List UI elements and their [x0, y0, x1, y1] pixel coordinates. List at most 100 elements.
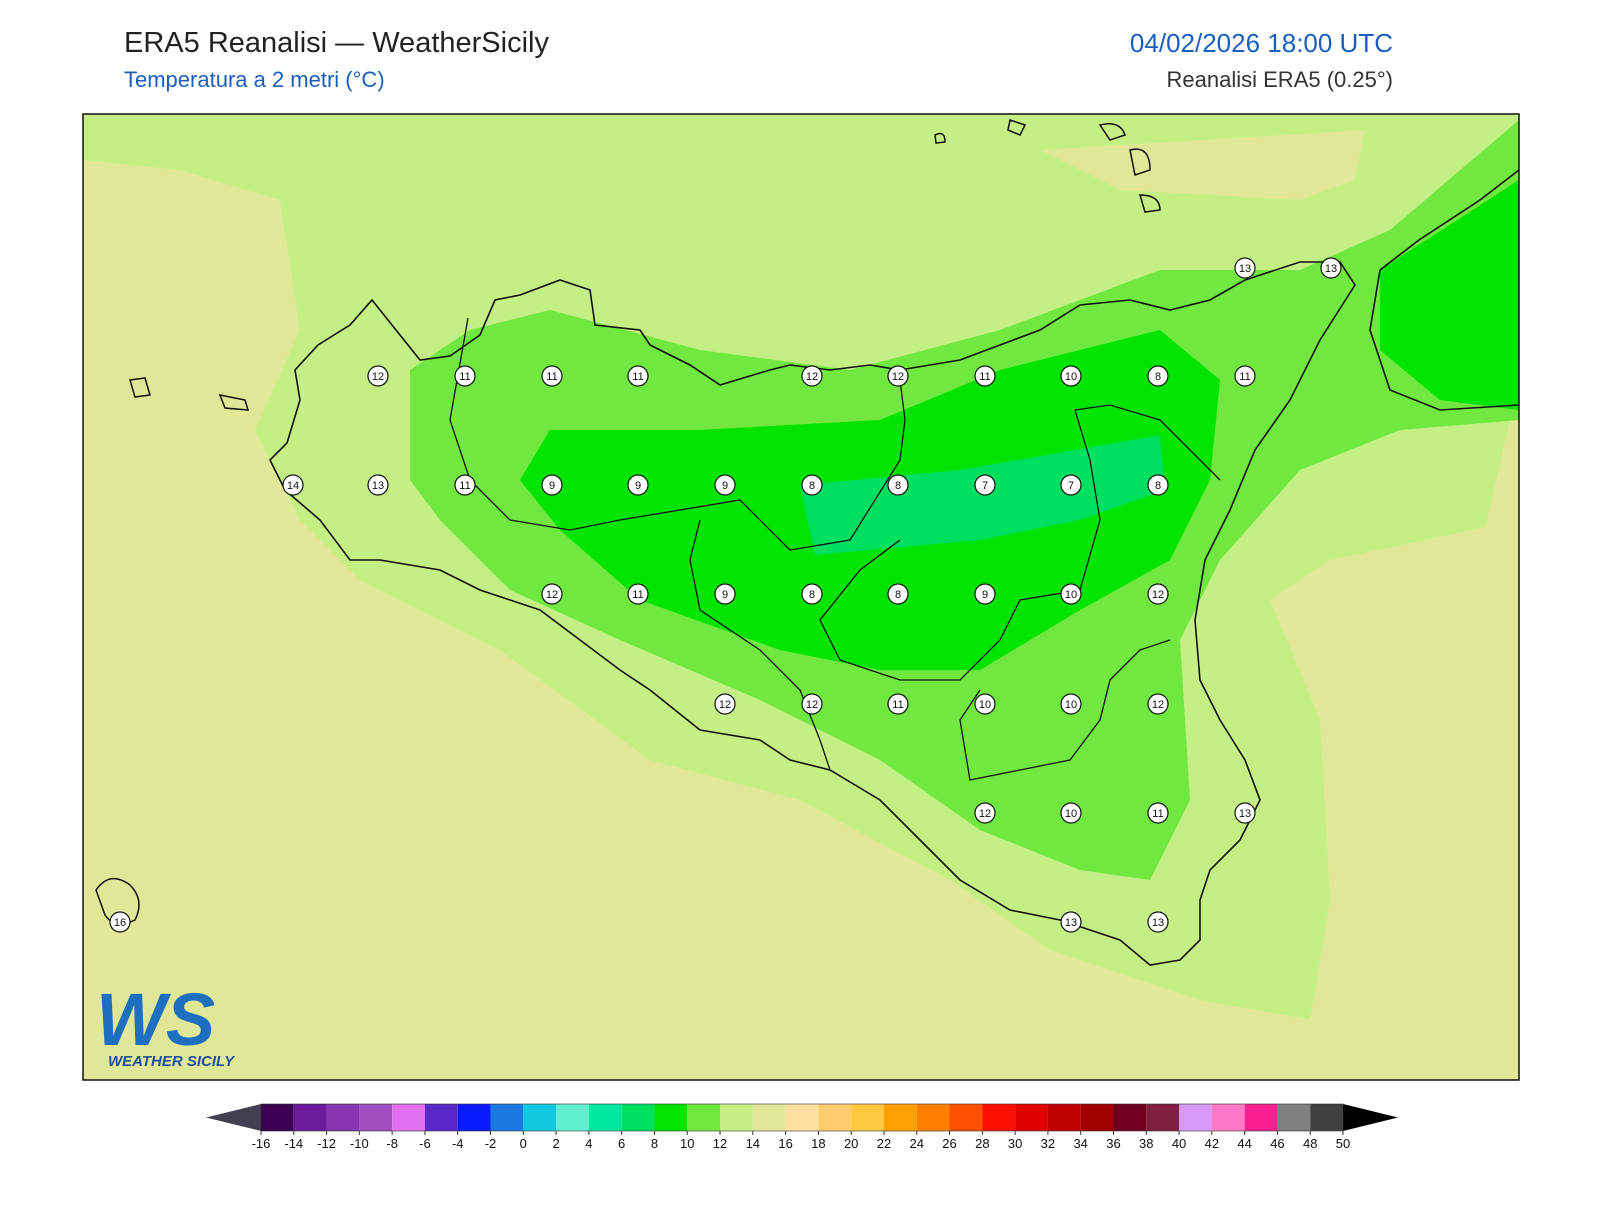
colorbar-segment [359, 1104, 393, 1131]
colorbar-segment [818, 1104, 852, 1131]
colorbar-segment [457, 1104, 491, 1131]
point-marker [1147, 911, 1169, 933]
colorbar-tick-label: 38 [1139, 1136, 1153, 1151]
colorbar-tick-label: 20 [844, 1136, 858, 1151]
temperature-point: 11 [887, 693, 909, 715]
colorbar-segment [1113, 1104, 1147, 1131]
colorbar-tick-label: 4 [585, 1136, 592, 1151]
point-marker [1060, 583, 1082, 605]
temperature-point: 7 [1060, 474, 1082, 496]
temperature-point: 11 [1234, 365, 1256, 387]
point-marker [627, 474, 649, 496]
point-label: 8 [809, 589, 815, 601]
point-marker [714, 693, 736, 715]
temperature-point: 7 [974, 474, 996, 496]
temperature-point: 13 [1147, 911, 1169, 933]
point-label: 11 [459, 371, 470, 383]
point-label: 12 [979, 808, 991, 820]
temperature-point: 8 [801, 474, 823, 496]
colorbar-segment [752, 1104, 786, 1131]
colorbar: -16 -14 -12 -10 -8 -6 -4 -2 0 2 4 6 8 10 12 14 16 18 20 22 2… [206, 1103, 1398, 1151]
point-label: 14 [287, 480, 299, 492]
point-label: 11 [459, 480, 470, 492]
point-marker [714, 583, 736, 605]
point-marker [1060, 365, 1082, 387]
point-marker [627, 365, 649, 387]
temperature-point: 10 [974, 693, 996, 715]
temperature-point: 12 [1147, 693, 1169, 715]
colorbar-segment [687, 1104, 721, 1131]
temperature-point: 9 [541, 474, 563, 496]
logo-mark: WS [96, 978, 215, 1061]
point-layer: 12 11 11 11 12 12 11 10 8 11 14 13 11 9 9 9 8 8 7 7 8 12 11 9 8 8… [109, 257, 1342, 933]
island [95, 119, 1161, 925]
colorbar-tick-label: 8 [651, 1136, 658, 1151]
point-marker [1060, 911, 1082, 933]
point-marker [974, 583, 996, 605]
point-label: 12 [892, 371, 904, 383]
temperature-point: 12 [541, 583, 563, 605]
point-label: 8 [895, 589, 901, 601]
colorbar-segment [949, 1104, 983, 1131]
point-marker [454, 474, 476, 496]
temperature-point: 10 [1060, 365, 1082, 387]
point-label: 11 [632, 371, 643, 383]
temperature-point: 9 [714, 583, 736, 605]
logo-text: WEATHER SICILY [108, 1053, 236, 1070]
temperature-point: 12 [887, 365, 909, 387]
point-label: 13 [1065, 917, 1077, 929]
colorbar-tick-label: 2 [552, 1136, 559, 1151]
colorbar-segment [1015, 1104, 1048, 1131]
point-label: 9 [722, 589, 728, 601]
colorbar-tick-label: -2 [485, 1136, 497, 1151]
temperature-point: 8 [1147, 474, 1169, 496]
point-label: 13 [1239, 263, 1251, 275]
logo: WS WEATHER SICILY [96, 978, 236, 1070]
point-label: 9 [982, 589, 988, 601]
colorbar-tick-label: 12 [713, 1136, 727, 1151]
colorbar-segment [883, 1104, 917, 1131]
colorbar-tick-label: 36 [1106, 1136, 1120, 1151]
colorbar-tick-label: 34 [1073, 1136, 1087, 1151]
point-label: 13 [372, 480, 384, 492]
colorbar-segment [556, 1104, 589, 1131]
temperature-point: 9 [627, 474, 649, 496]
map-frame [82, 113, 1520, 1081]
datetime: 04/02/2026 18:00 UTC [1130, 28, 1393, 58]
colorbar-segment [588, 1104, 622, 1131]
point-label: 11 [632, 589, 643, 601]
temperature-point: 13 [1060, 911, 1082, 933]
temperature-point: 11 [627, 365, 649, 387]
temperature-point: 12 [367, 365, 389, 387]
temperature-point: 12 [1147, 583, 1169, 605]
colorbar-segment [982, 1104, 1016, 1131]
subtitle: Temperatura a 2 metri (°C) [124, 67, 385, 92]
point-marker [1234, 365, 1256, 387]
colorbar-tick-label: -14 [284, 1136, 303, 1151]
point-label: 9 [635, 480, 641, 492]
point-marker [367, 474, 389, 496]
field-14-16 [1270, 520, 1519, 1080]
point-label: 13 [1152, 917, 1164, 929]
temperature-point: 11 [1147, 802, 1169, 824]
map-area [83, 114, 1519, 1080]
point-marker [974, 802, 996, 824]
point-marker [1147, 474, 1169, 496]
colorbar-segment [293, 1104, 327, 1131]
colorbar-segment [785, 1104, 819, 1131]
point-label: 7 [1068, 480, 1074, 492]
point-label: 10 [979, 699, 991, 711]
point-marker [887, 365, 909, 387]
temperature-point: 13 [1234, 257, 1256, 279]
temperature-point: 10 [1060, 583, 1082, 605]
coastline [1369, 169, 1519, 411]
colorbar-tick-label: 16 [778, 1136, 792, 1151]
temperature-point: 8 [1147, 365, 1169, 387]
temperature-point: 12 [801, 365, 823, 387]
colorbar-tick-label: 50 [1336, 1136, 1350, 1151]
point-marker [887, 583, 909, 605]
point-label: 10 [1065, 371, 1077, 383]
point-marker [974, 693, 996, 715]
